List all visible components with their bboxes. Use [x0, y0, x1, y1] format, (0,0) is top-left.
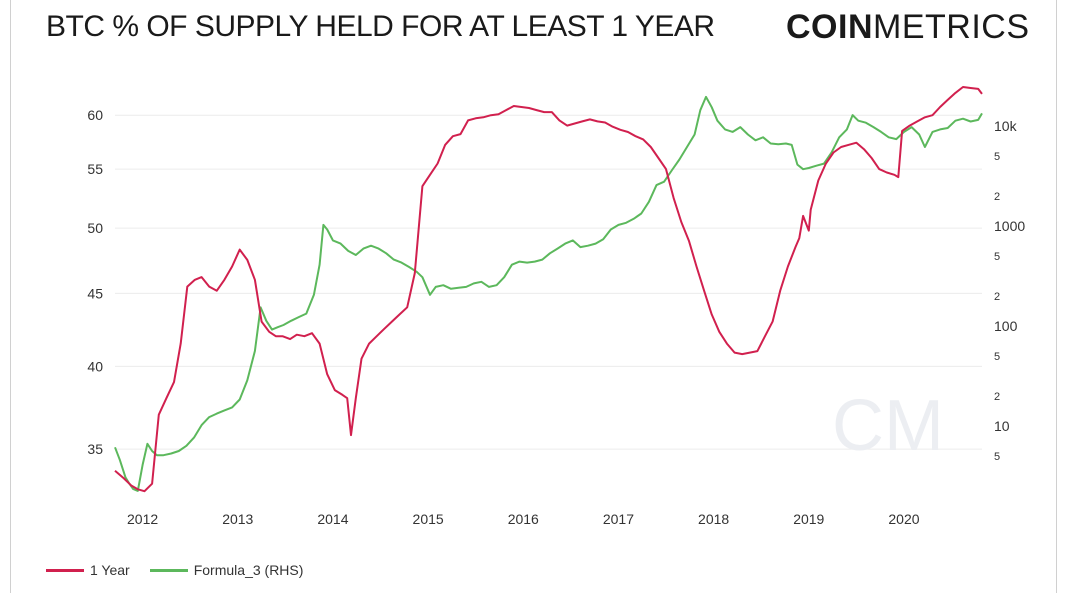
x-tick-label: 2019 — [793, 511, 824, 527]
y-right-tick-label: 10k — [994, 118, 1018, 134]
coinmetrics-logo: COINMETRICS — [786, 8, 1030, 47]
y-right-tick-label: 100 — [994, 318, 1018, 334]
y-left-tick-label: 50 — [87, 220, 103, 236]
x-tick-label: 2017 — [603, 511, 634, 527]
y-left-tick-label: 45 — [87, 285, 103, 301]
y-right-tick-label: 2 — [994, 391, 1000, 403]
y-left-tick-label: 60 — [87, 107, 103, 123]
x-tick-label: 2016 — [508, 511, 539, 527]
series-line-formula-3 — [114, 95, 983, 492]
x-tick-label: 2012 — [127, 511, 158, 527]
y-right-tick-label: 5 — [994, 251, 1000, 263]
legend-swatch — [46, 568, 84, 572]
series-lines — [114, 86, 983, 493]
legend-item-1-year[interactable]: 1 Year — [46, 562, 130, 578]
y-left-tick-label: 55 — [87, 161, 103, 177]
x-tick-label: 2013 — [222, 511, 253, 527]
y-right-tick-label: 10 — [994, 418, 1010, 434]
x-tick-label: 2014 — [317, 511, 348, 527]
y-right-tick-label: 2 — [994, 191, 1000, 203]
y-left-tick-label: 40 — [87, 358, 103, 374]
watermark: CM — [832, 386, 944, 466]
legend-item-formula-3[interactable]: Formula_3 (RHS) — [149, 562, 304, 578]
y-right-tick-label: 1000 — [994, 218, 1025, 234]
legend-label: Formula_3 (RHS) — [193, 562, 304, 578]
gridlines — [115, 114, 982, 450]
logo-text-light: METRICS — [873, 8, 1030, 46]
legend: 1 Year Formula_3 (RHS) — [46, 562, 323, 578]
x-tick-label: 2020 — [888, 511, 919, 527]
y-right-tick-label: 5 — [994, 351, 1000, 363]
y-right-tick-label: 5 — [994, 451, 1000, 463]
axis-tick-labels: 35 40 45 50 55 60 5 10 2 5 100 2 5 1000 2 5 10k 2012 2013 2… — [87, 107, 1025, 527]
chart-frame — [10, 0, 1057, 593]
legend-label: 1 Year — [90, 562, 130, 578]
x-tick-label: 2015 — [413, 511, 444, 527]
x-tick-label: 2018 — [698, 511, 729, 527]
y-left-tick-label: 35 — [87, 441, 103, 457]
chart-title: BTC % OF SUPPLY HELD FOR AT LEAST 1 YEAR — [46, 10, 715, 43]
y-right-tick-label: 2 — [994, 291, 1000, 303]
logo-text-bold: COIN — [786, 8, 873, 46]
y-right-tick-label: 5 — [994, 151, 1000, 163]
legend-swatch — [149, 568, 188, 572]
series-line-1-year — [114, 86, 983, 493]
